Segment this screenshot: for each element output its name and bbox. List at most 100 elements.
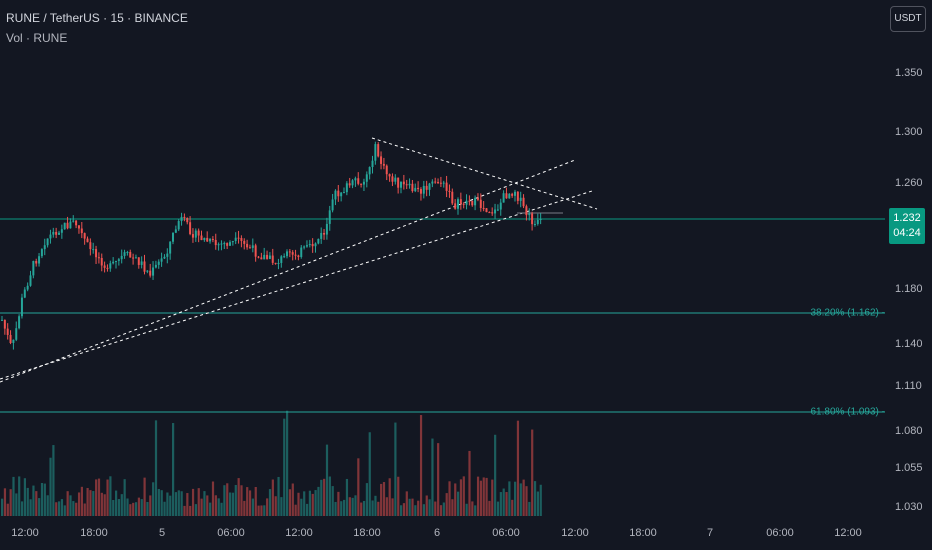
candle-body — [502, 193, 505, 203]
candle-body — [109, 263, 112, 269]
volume-bar — [271, 479, 274, 516]
volume-bar — [40, 483, 44, 516]
volume-bar — [439, 505, 443, 516]
candle-body — [459, 199, 462, 204]
currency-button[interactable]: USDT — [890, 6, 926, 32]
volume-bar — [123, 479, 126, 516]
volume-bar — [243, 500, 246, 516]
volume-bar — [314, 490, 317, 516]
candle-body — [314, 243, 317, 247]
volume-bar — [325, 444, 329, 516]
volume-bar — [374, 495, 377, 516]
volume-bar — [257, 505, 260, 516]
volume-bar — [360, 502, 363, 516]
volume-bar — [394, 422, 397, 516]
candle-body — [343, 192, 345, 194]
candle-body — [360, 183, 363, 185]
volume-bar — [468, 450, 471, 516]
volume-bar — [229, 492, 232, 516]
volume-bar — [246, 487, 249, 516]
candle-body — [533, 223, 536, 225]
candle-body — [462, 203, 465, 205]
candle-body — [160, 258, 163, 262]
volume-bar — [482, 477, 485, 516]
volume-bar — [348, 497, 351, 516]
candle-body — [240, 238, 243, 241]
candle-body — [345, 183, 348, 193]
volume-bar — [49, 457, 52, 516]
candle-body — [365, 174, 368, 182]
candle-body — [120, 255, 123, 260]
volume-bar — [109, 476, 112, 516]
candle-body — [251, 245, 254, 248]
volume-bar — [77, 492, 81, 516]
volume-bar — [508, 481, 511, 516]
candle-body — [234, 237, 237, 242]
volume-bar — [32, 485, 35, 516]
candle-body — [77, 225, 80, 229]
trendline-lower-support — [0, 159, 576, 383]
candle-body — [411, 183, 414, 192]
volume-bar — [286, 410, 289, 516]
candle-body — [180, 216, 183, 222]
candle-body — [172, 232, 174, 242]
volume-indicator-title[interactable]: Vol · RUNE — [6, 31, 68, 45]
symbol-title[interactable]: RUNE / TetherUS · 15 · BINANCE — [6, 11, 188, 25]
candle-body — [72, 220, 75, 222]
volume-bar — [43, 483, 46, 516]
chart-pane[interactable] — [0, 0, 885, 520]
volume-bar — [371, 500, 374, 516]
volume-bar — [451, 499, 454, 516]
candle-body — [468, 200, 471, 202]
candle-body — [29, 275, 32, 286]
volume-bar — [251, 498, 254, 516]
candlestick-chart[interactable] — [0, 0, 885, 520]
volume-bar — [211, 481, 215, 516]
volume-bar — [183, 505, 186, 516]
candle-body — [248, 247, 251, 249]
price-tick-label: 1.110 — [895, 380, 922, 392]
candle-body — [254, 245, 257, 257]
candle-body — [394, 177, 397, 182]
volume-bar — [345, 478, 349, 516]
volume-bar — [380, 483, 383, 516]
volume-bar — [431, 438, 434, 516]
volume-bar — [29, 499, 32, 516]
volume-bar — [112, 499, 115, 516]
volume-bar — [496, 501, 500, 516]
candle-body — [1, 319, 3, 321]
candle-body — [516, 191, 519, 201]
volume-bar — [462, 476, 465, 516]
price-tick-label: 1.080 — [895, 425, 923, 437]
volume-bar — [502, 488, 505, 516]
time-tick-label: 06:00 — [766, 527, 794, 539]
time-axis[interactable] — [0, 520, 885, 550]
candle-body — [52, 231, 55, 235]
candle-body — [274, 262, 277, 264]
candle-body — [448, 190, 451, 192]
candle-body — [43, 245, 46, 250]
candle-body — [482, 207, 485, 209]
volume-bar — [320, 479, 323, 516]
candle-body — [154, 264, 157, 268]
candle-body — [451, 191, 454, 204]
volume-bar — [226, 483, 229, 516]
candle-body — [419, 189, 422, 194]
candle-body — [271, 255, 274, 263]
candle-body — [291, 252, 294, 255]
candle-body — [294, 254, 297, 256]
candle-body — [46, 238, 49, 246]
volume-bar — [411, 498, 414, 516]
volume-bar — [539, 484, 542, 516]
candle-body — [200, 235, 203, 241]
price-tick-label: 1.030 — [895, 501, 923, 513]
candle-body — [377, 144, 380, 157]
candle-body — [246, 243, 249, 248]
candle-body — [300, 247, 303, 257]
candle-body — [439, 182, 442, 184]
volume-bar — [417, 500, 420, 516]
candle-body — [106, 267, 109, 269]
candle-body — [197, 230, 200, 236]
price-tick-label: 1.300 — [895, 126, 923, 138]
time-tick-label: 7 — [706, 527, 714, 539]
